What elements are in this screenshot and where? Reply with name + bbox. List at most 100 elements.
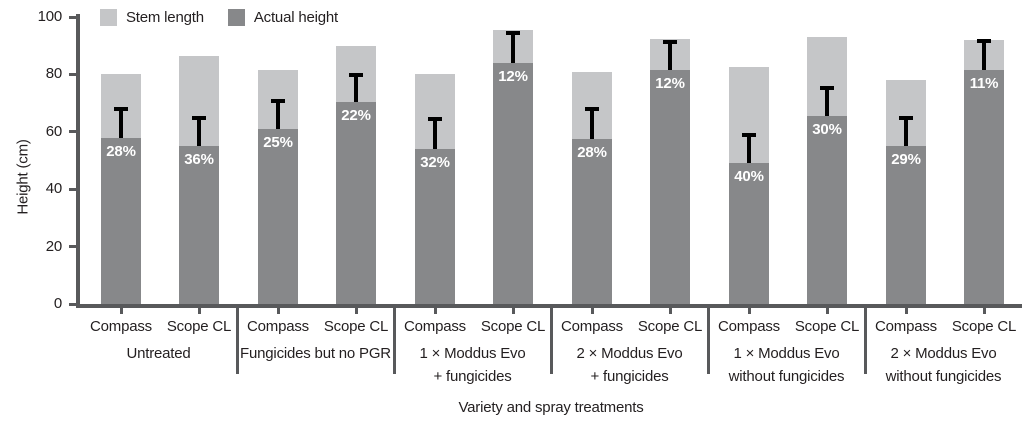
x-tick — [982, 308, 986, 314]
variety-label: Scope CL — [637, 318, 703, 335]
y-tick-label: 20 — [45, 237, 62, 255]
bar-group: 32% Compass 12% Scope CL 1 × Moddus Evo + fun… — [394, 17, 551, 385]
treatment-label-line: 2 × Moddus Evo — [576, 345, 683, 362]
bar-compass: 28% — [101, 17, 141, 304]
variety-label: Compass — [247, 318, 309, 335]
pct-label: 36% — [184, 151, 214, 169]
pct-label: 28% — [577, 143, 607, 161]
x-axis-title: Variety and spray treatments — [458, 399, 644, 416]
treatment-label: Untreated — [80, 342, 237, 365]
legend-label-actual-height: Actual height — [253, 9, 338, 26]
group-divider — [235, 306, 239, 374]
pct-label: 11% — [969, 75, 999, 93]
variety-label: Compass — [718, 318, 780, 335]
pct-label: 40% — [734, 168, 764, 186]
x-axis-line — [76, 304, 1022, 308]
y-axis-title: Height (cm) — [14, 139, 32, 215]
y-tick-label: 80 — [45, 65, 62, 83]
pct-label: 22% — [341, 106, 371, 124]
bar-group: 29% Compass 11% Scope CL 2 × Moddus Evo witho… — [865, 17, 1022, 385]
error-bar-cap — [271, 98, 285, 103]
actual-height-segment — [650, 70, 690, 304]
error-bar-cap — [349, 72, 363, 77]
pct-label: 12% — [498, 67, 528, 85]
bar-group: 25% Compass 22% Scope CL Fungicides but no P… — [237, 17, 394, 362]
y-axis-line — [76, 14, 80, 308]
actual-height-segment — [572, 138, 612, 304]
treatment-label-line: 2 × Moddus Evo — [890, 345, 997, 362]
bar-group: 28% Compass 36% Scope CL Untreated — [80, 17, 237, 362]
actual-height-segment — [336, 101, 376, 304]
variety-label: Scope CL — [323, 318, 389, 335]
group-divider — [392, 306, 396, 374]
x-tick — [119, 308, 123, 314]
legend-item-actual-height: Actual height — [227, 9, 338, 26]
x-tick — [668, 308, 672, 314]
bar-scope-cl: 36% — [179, 17, 219, 304]
treatment-label-line: + fungicides — [590, 368, 669, 385]
group-divider — [706, 306, 710, 374]
actual-height-segment — [179, 146, 219, 304]
error-bar-cap — [820, 85, 834, 90]
actual-height-segment — [493, 62, 533, 304]
treatment-label-line: without fungicides — [728, 368, 845, 385]
variety-label: Compass — [404, 318, 466, 335]
error-bar — [511, 31, 515, 63]
treatment-label: 1 × Moddus Evo + fungicides — [394, 342, 551, 388]
y-tick-label: 40 — [45, 180, 62, 198]
pct-label: 32% — [420, 154, 450, 172]
x-tick — [825, 308, 829, 314]
error-bar — [590, 107, 594, 139]
error-bar — [119, 107, 123, 138]
x-tick — [197, 308, 201, 314]
x-tick — [747, 308, 751, 314]
bar-compass: 28% — [572, 17, 612, 304]
error-bar-cap — [428, 117, 442, 122]
bar-compass: 29% — [886, 17, 926, 304]
bar-scope-cl: 22% — [336, 17, 376, 304]
bar-compass: 32% — [415, 17, 455, 304]
pct-label: 29% — [891, 151, 921, 169]
error-bar — [354, 72, 358, 102]
treatment-label-line: Untreated — [126, 345, 191, 362]
treatment-label-line: 1 × Moddus Evo — [419, 345, 526, 362]
y-tick — [69, 302, 76, 306]
treatment-label: 1 × Moddus Evo without fungicides — [708, 342, 865, 388]
x-tick — [433, 308, 437, 314]
y-tick — [69, 15, 76, 19]
bar-compass: 40% — [729, 17, 769, 304]
x-tick — [276, 308, 280, 314]
error-bar-cap — [742, 133, 756, 138]
legend-item-stem-length: Stem length — [100, 9, 204, 26]
treatment-label-line: without fungicides — [885, 368, 1002, 385]
bar-group: 40% Compass 30% Scope CL 1 × Moddus Evo witho… — [708, 17, 865, 385]
y-tick-label: 0 — [53, 295, 62, 312]
bar-scope-cl: 30% — [807, 17, 847, 304]
actual-height-segment — [101, 137, 141, 304]
pct-label: 12% — [655, 75, 685, 93]
error-bar-cap — [899, 116, 913, 121]
treatment-label-line: Fungicides but no PGR — [240, 345, 391, 362]
error-bar-cap — [192, 116, 206, 121]
group-divider — [549, 306, 553, 374]
bar-group: 28% Compass 12% Scope CL 2 × Moddus Evo + fun… — [551, 17, 708, 385]
error-bar — [668, 39, 672, 71]
treatment-label-line: 1 × Moddus Evo — [733, 345, 840, 362]
actual-height-segment — [964, 70, 1004, 304]
bar-scope-cl: 12% — [493, 17, 533, 304]
variety-label: Compass — [561, 318, 623, 335]
error-bar — [433, 117, 437, 150]
actual-height-segment — [258, 128, 298, 304]
variety-label: Scope CL — [166, 318, 232, 335]
bar-scope-cl: 12% — [650, 17, 690, 304]
error-bar — [825, 85, 829, 117]
x-tick — [590, 308, 594, 314]
y-tick — [69, 245, 76, 249]
x-tick — [354, 308, 358, 314]
group-divider — [863, 306, 867, 374]
x-tick — [511, 308, 515, 314]
pct-label: 25% — [263, 133, 293, 151]
error-bar-cap — [977, 38, 991, 43]
error-bar — [904, 116, 908, 147]
